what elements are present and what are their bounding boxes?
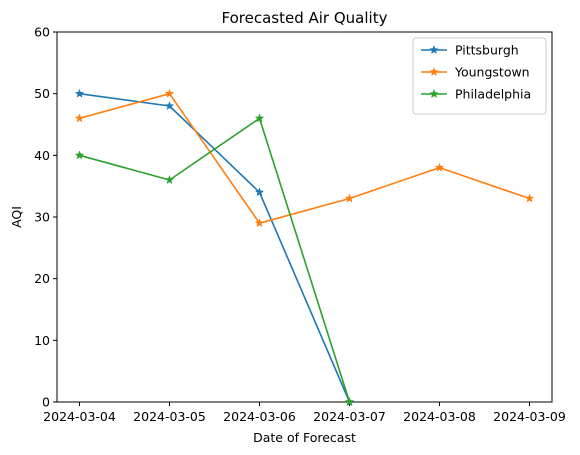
y-tick-label: 20: [34, 271, 50, 286]
data-point-pittsburgh: [74, 88, 85, 98]
data-point-youngstown: [524, 193, 535, 203]
y-tick-label: 10: [34, 333, 50, 348]
data-point-youngstown: [344, 193, 355, 203]
y-tick-label: 60: [34, 25, 50, 40]
data-point-youngstown: [74, 113, 85, 123]
data-point-philadelphia: [344, 396, 355, 407]
legend-label-youngstown: Youngstown: [454, 65, 530, 80]
y-axis-title: AQI: [9, 206, 24, 228]
data-point-youngstown: [254, 218, 265, 228]
series-line-philadelphia: [79, 117, 351, 403]
legend-label-philadelphia: Philadelphia: [455, 87, 531, 102]
legend: Pittsburgh Youngstown Philadelphia: [412, 37, 547, 115]
x-tick-label: 2024-03-06: [223, 409, 296, 424]
legend-marker-philadelphia: [429, 88, 439, 99]
chart-title: Forecasted Air Quality: [222, 9, 388, 27]
x-tick-label: 2024-03-07: [313, 409, 386, 424]
data-point-pittsburgh: [164, 100, 175, 111]
x-tick-label: 2024-03-05: [133, 409, 206, 424]
x-tick-label: 2024-03-09: [493, 409, 566, 424]
y-tick-label: 40: [34, 148, 50, 163]
data-point-philadelphia: [164, 174, 175, 185]
data-point-youngstown: [164, 88, 175, 98]
plot-area: 0 10 20 30 40 50 60 2024-03-04 2024-03-05 2024-03…: [34, 25, 566, 425]
x-axis-title: Date of Forecast: [253, 430, 356, 445]
data-point-pittsburgh: [254, 187, 265, 197]
data-point-philadelphia: [254, 113, 265, 123]
y-tick-label: 30: [34, 210, 50, 225]
x-tick-label: 2024-03-08: [403, 409, 476, 424]
x-tick-label: 2024-03-04: [43, 409, 116, 424]
data-point-philadelphia: [74, 150, 85, 160]
legend-box: [412, 37, 547, 115]
series-line-pittsburgh: [79, 92, 351, 403]
legend-label-pittsburgh: Pittsburgh: [455, 43, 519, 58]
y-tick-label: 0: [42, 395, 50, 410]
legend-marker-pittsburgh: [429, 44, 439, 55]
y-tick-label: 50: [34, 86, 50, 101]
data-point-youngstown: [434, 162, 445, 172]
legend-marker-youngstown: [429, 66, 439, 77]
series-line-youngstown: [79, 92, 530, 224]
